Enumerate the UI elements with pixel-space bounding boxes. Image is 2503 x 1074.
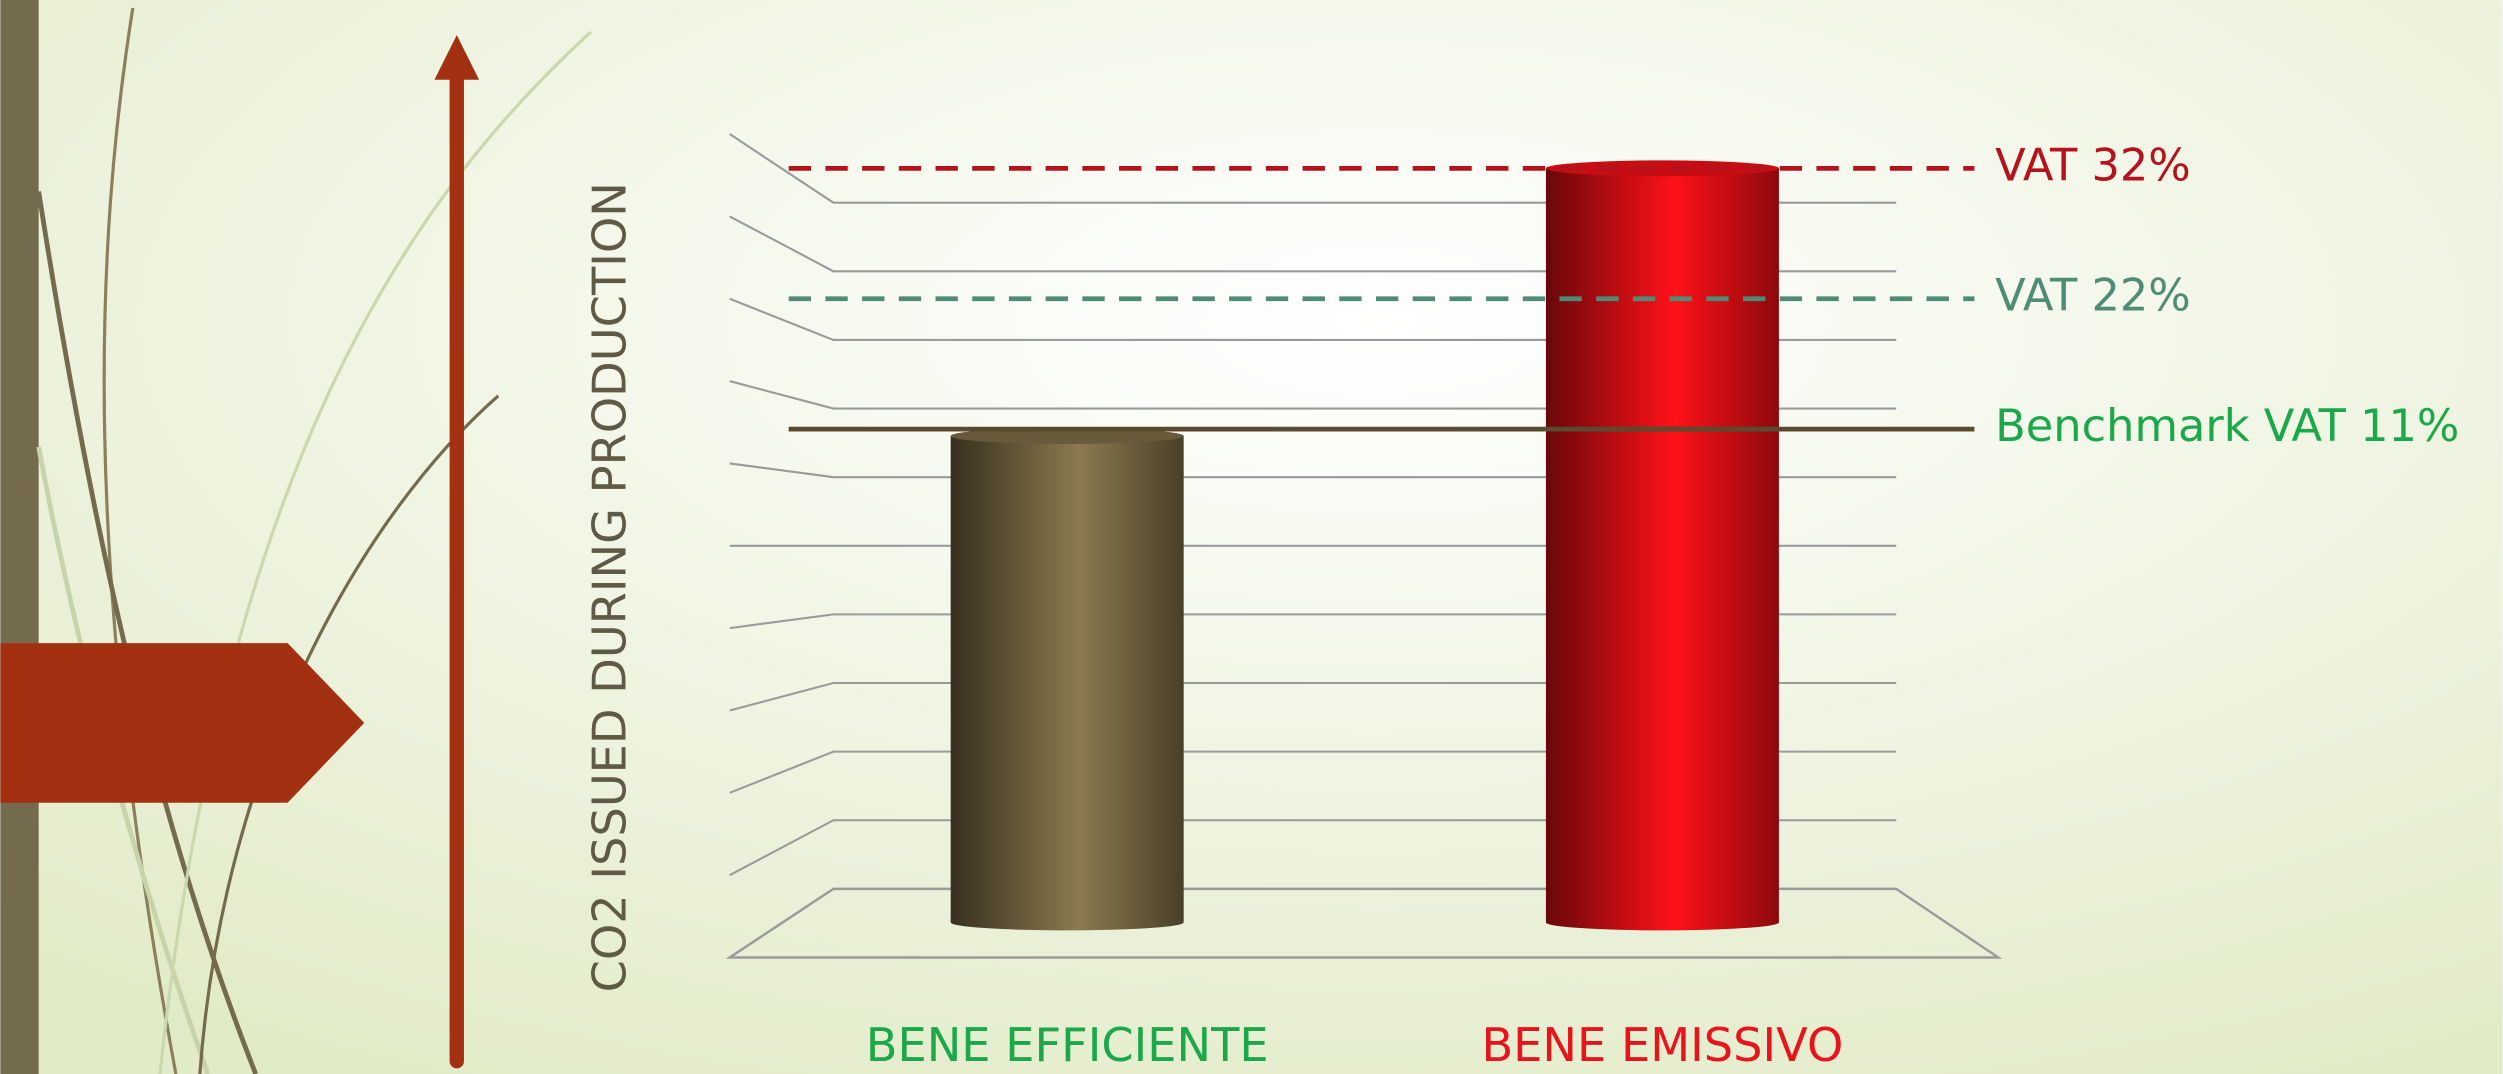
bar bbox=[951, 436, 1184, 930]
slide: CO2 ISSUED DURING PRODUCTION BENE EFFICI… bbox=[0, 0, 2503, 1074]
reference-label: VAT 32% bbox=[1995, 139, 2191, 191]
y-axis-label: CO2 ISSUED DURING PRODUCTION bbox=[583, 182, 637, 992]
pointer-tab bbox=[0, 643, 364, 803]
side-strip bbox=[0, 0, 38, 1074]
x-tick-label: BENE EMISSIVO bbox=[1481, 1018, 1843, 1072]
bar bbox=[1546, 168, 1779, 930]
reference-label: VAT 22% bbox=[1995, 270, 2191, 322]
page: {"chart_data": { "type": "cylinder-bar",… bbox=[0, 0, 2503, 1074]
reference-label: Benchmark VAT 11% bbox=[1995, 400, 2459, 452]
x-tick-label: BENE EFFICIENTE bbox=[866, 1018, 1269, 1072]
